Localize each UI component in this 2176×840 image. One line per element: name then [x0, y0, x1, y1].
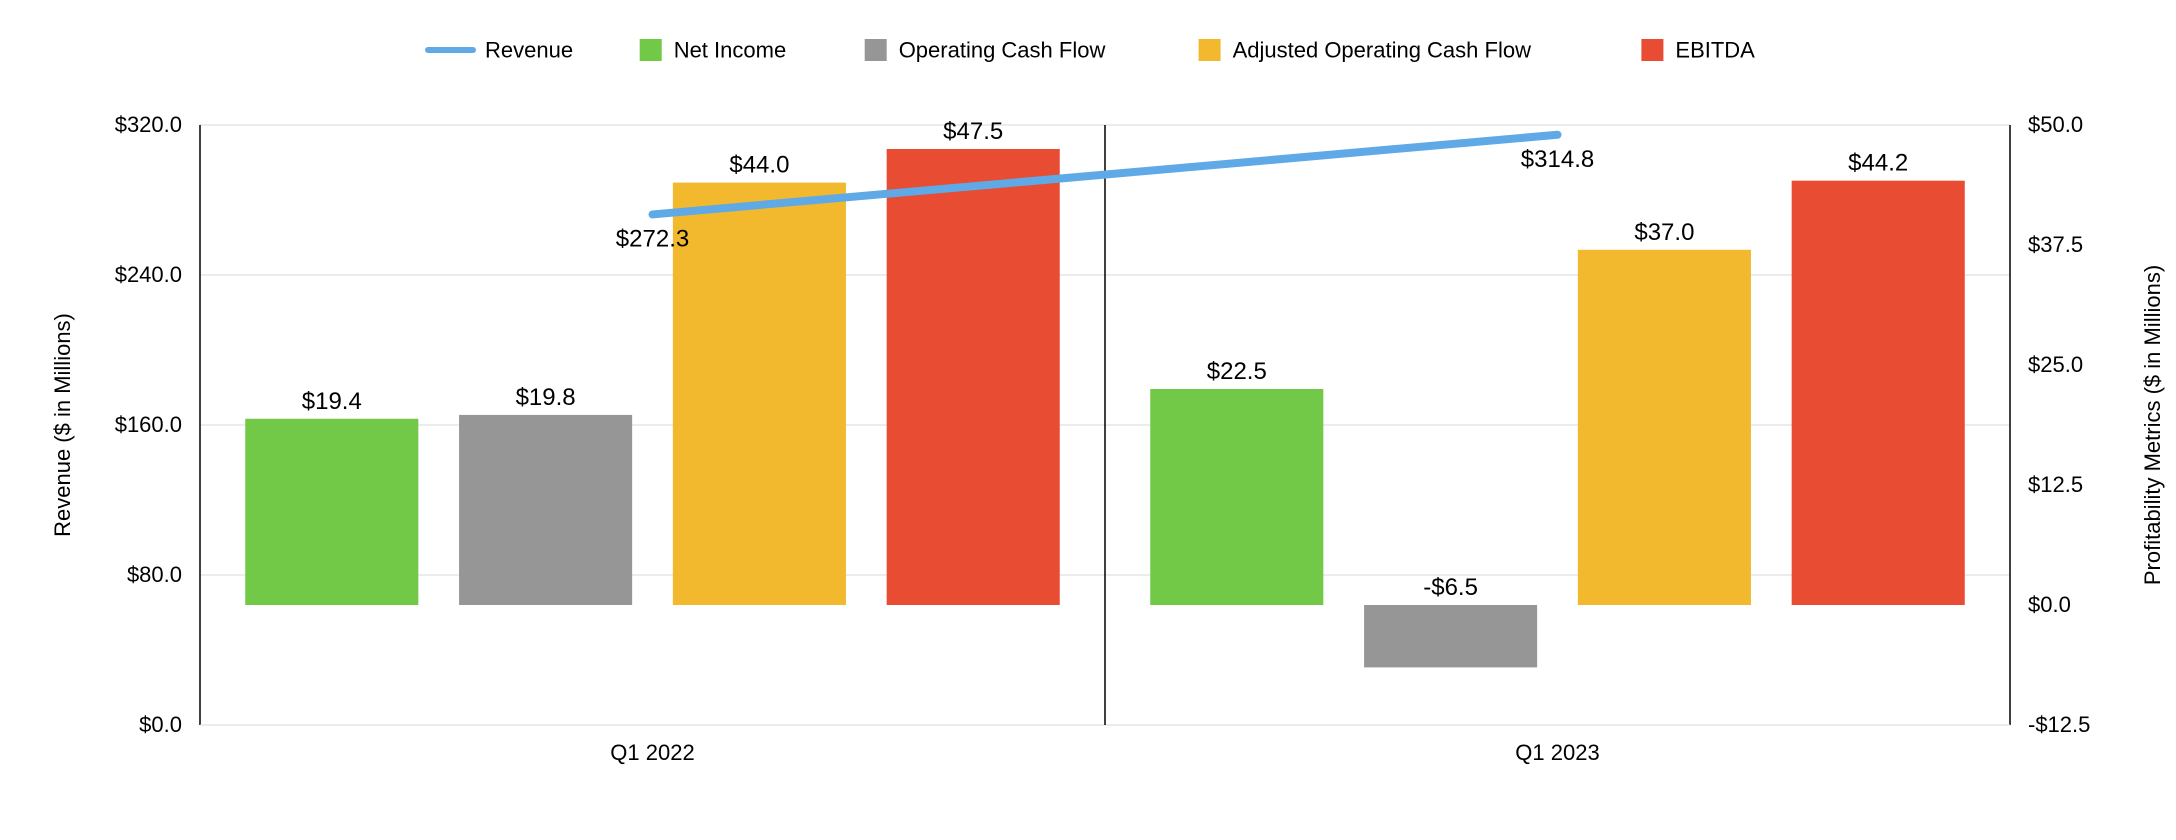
legend-box-swatch [1641, 39, 1663, 61]
legend-label: EBITDA [1675, 38, 1755, 63]
right-tick-label: $50.0 [2028, 112, 2083, 137]
bar-value-label: $37.0 [1634, 219, 1694, 246]
bar-value-label: $22.5 [1207, 358, 1267, 385]
bar-value-label: $44.0 [729, 152, 789, 179]
right-tick-label: $25.0 [2028, 352, 2083, 377]
left-tick-label: $160.0 [115, 412, 182, 437]
bar-net-income [245, 419, 418, 605]
bar-operating-cash-flow [459, 415, 632, 605]
bar-value-label: -$6.5 [1423, 574, 1478, 601]
right-tick-label: $12.5 [2028, 472, 2083, 497]
legend-box-swatch [865, 39, 887, 61]
line-value-label: $314.8 [1521, 146, 1594, 173]
left-tick-label: $0.0 [139, 712, 182, 737]
bar-ebitda [1792, 181, 1965, 605]
bar-value-label: $47.5 [943, 118, 1003, 145]
left-axis-title: Revenue ($ in Millions) [50, 313, 75, 537]
legend-label: Adjusted Operating Cash Flow [1233, 38, 1531, 63]
chart-container: $0.0 $80.0 $160.0 $240.0 $320.0 -$12.5 $0.0 $12… [0, 0, 2176, 840]
right-tick-label: $0.0 [2028, 592, 2071, 617]
right-axis-title: Profitability Metrics ($ in Millions) [2140, 265, 2165, 585]
bar-net-income [1150, 389, 1323, 605]
legend-box-swatch [1199, 39, 1221, 61]
bar-value-label: $19.8 [516, 384, 576, 411]
legend-label: Operating Cash Flow [899, 38, 1106, 63]
bar-value-label: $19.4 [302, 388, 362, 415]
right-tick-label: -$12.5 [2028, 712, 2090, 737]
legend-label: Revenue [485, 38, 573, 63]
left-tick-label: $320.0 [115, 112, 182, 137]
bar-operating-cash-flow [1364, 605, 1537, 667]
bar-ebitda [887, 149, 1060, 605]
bar-value-label: $44.2 [1848, 150, 1908, 177]
bar-adjusted-operating-cash-flow [673, 183, 846, 605]
financial-chart: $0.0 $80.0 $160.0 $240.0 $320.0 -$12.5 $0.0 $12… [0, 0, 2176, 840]
legend-label: Net Income [674, 38, 787, 63]
left-tick-label: $80.0 [127, 562, 182, 587]
bar-adjusted-operating-cash-flow [1578, 250, 1751, 605]
left-tick-label: $240.0 [115, 262, 182, 287]
category-label: Q1 2022 [610, 740, 694, 765]
line-value-label: $272.3 [616, 225, 689, 252]
legend-box-swatch [640, 39, 662, 61]
category-label: Q1 2023 [1515, 740, 1599, 765]
right-tick-label: $37.5 [2028, 232, 2083, 257]
